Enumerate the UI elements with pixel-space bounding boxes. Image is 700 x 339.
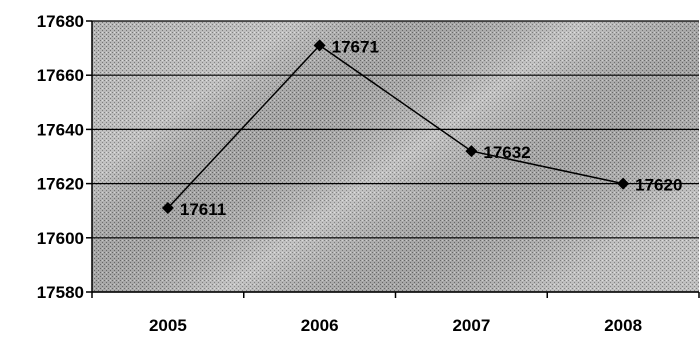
- series-polyline: [167, 44, 624, 209]
- data-marker: [617, 177, 630, 190]
- data-labels: 17611 17671 17632 17620: [180, 37, 683, 219]
- axes: [86, 20, 700, 298]
- plot-sheen: [92, 21, 699, 292]
- y-tick-label: 17680: [37, 12, 84, 31]
- plot-area: [92, 21, 699, 292]
- x-axis-tick-labels: 2005 2006 2007 2008: [149, 316, 642, 335]
- x-tick-label: 2007: [452, 316, 490, 334]
- y-tick-label: 17660: [37, 66, 84, 85]
- data-label: 17632: [483, 143, 530, 162]
- data-markers: [161, 39, 630, 214]
- data-label: 17611: [180, 200, 226, 219]
- y-axis-tick-labels: 17580 17600 17620 17640 17660 17680: [37, 12, 84, 302]
- y-tick-label: 17620: [37, 175, 84, 194]
- y-tick-label: 17600: [37, 229, 84, 248]
- data-label: 17671: [332, 37, 379, 56]
- data-marker: [313, 39, 326, 52]
- x-tick-label: 2008: [604, 316, 642, 334]
- series-line: [167, 44, 624, 209]
- x-tick-label: 2006: [301, 316, 339, 334]
- data-marker: [465, 145, 478, 158]
- y-tick-label: 17640: [37, 120, 84, 139]
- data-label: 17620: [635, 176, 682, 195]
- data-marker: [161, 201, 174, 214]
- x-tick-label: 2005: [149, 316, 187, 334]
- y-tick-label: 17580: [37, 283, 84, 302]
